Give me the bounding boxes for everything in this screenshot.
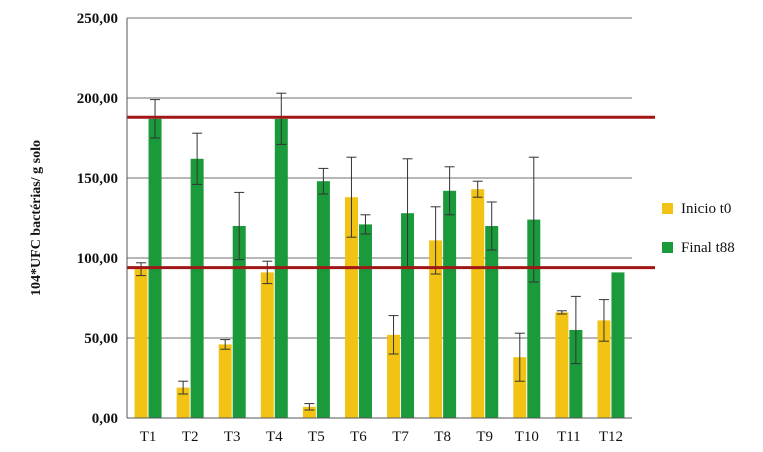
error-bar bbox=[444, 166, 455, 216]
x-tick-label: T4 bbox=[266, 429, 283, 445]
x-tick-label: T7 bbox=[392, 429, 409, 445]
legend: Inicio t0 Final t88 bbox=[662, 201, 735, 256]
x-tick-label: T6 bbox=[350, 429, 367, 445]
bar-final-t88 bbox=[358, 224, 372, 418]
x-tick-label: T12 bbox=[599, 429, 623, 445]
bar-inicio-t0 bbox=[302, 406, 316, 418]
y-tick-label: 0,00 bbox=[92, 411, 118, 427]
error-bar bbox=[388, 315, 399, 355]
bar-inicio-t0 bbox=[429, 240, 443, 418]
bars bbox=[134, 118, 625, 419]
error-bar bbox=[472, 180, 483, 198]
error-bar bbox=[136, 262, 147, 277]
bar-final-t88 bbox=[190, 158, 204, 419]
error-bar bbox=[570, 295, 581, 365]
error-bar bbox=[276, 92, 287, 145]
error-bar bbox=[598, 299, 609, 342]
x-tick-label: T2 bbox=[182, 429, 199, 445]
x-tick-label: T3 bbox=[224, 429, 241, 445]
error-bar bbox=[178, 380, 189, 395]
bar-inicio-t0 bbox=[134, 269, 148, 418]
error-bar bbox=[514, 332, 525, 382]
reference-lines bbox=[127, 115, 655, 270]
legend-swatch bbox=[662, 242, 673, 253]
legend-label: Inicio t0 bbox=[681, 201, 731, 217]
x-tick-label: T9 bbox=[476, 429, 493, 445]
bar-inicio-t0 bbox=[176, 387, 190, 418]
bar-inicio-t0 bbox=[387, 334, 401, 418]
x-axis-categories: T1 T2 T3 T4 T5 T6 T7 T8 T9 T10 T11 T12 bbox=[140, 429, 623, 445]
bar-inicio-t0 bbox=[218, 344, 232, 418]
bar-inicio-t0 bbox=[471, 189, 485, 418]
bar-inicio-t0 bbox=[513, 357, 527, 418]
error-bar bbox=[150, 99, 161, 139]
error-bar bbox=[262, 260, 273, 285]
x-tick-label: T11 bbox=[557, 429, 581, 445]
bar-final-t88 bbox=[316, 181, 330, 418]
y-tick-label: 200,00 bbox=[77, 91, 118, 107]
y-tick-label: 100,00 bbox=[77, 251, 118, 267]
bar-inicio-t0 bbox=[555, 312, 569, 418]
error-bar bbox=[192, 132, 203, 185]
error-bar bbox=[556, 310, 567, 315]
bar-final-t88 bbox=[443, 190, 457, 418]
error-bar bbox=[234, 191, 245, 261]
bar-final-t88 bbox=[232, 226, 246, 418]
error-bar bbox=[360, 214, 371, 235]
error-bar bbox=[318, 167, 329, 195]
y-tick-label: 250,00 bbox=[77, 11, 118, 27]
y-axis-label: 104*UFC bactérias/ g solo bbox=[29, 140, 44, 296]
bar-final-t88 bbox=[527, 219, 541, 418]
x-tick-label: T10 bbox=[515, 429, 539, 445]
bar-final-t88 bbox=[569, 330, 583, 418]
bar-inicio-t0 bbox=[260, 272, 274, 418]
grid-lines bbox=[127, 17, 632, 339]
bar-final-t88 bbox=[611, 272, 625, 418]
bar-final-t88 bbox=[401, 213, 415, 418]
y-tick-label: 150,00 bbox=[77, 171, 118, 187]
x-tick-label: T1 bbox=[140, 429, 157, 445]
x-tick-label: T8 bbox=[434, 429, 451, 445]
bar-inicio-t0 bbox=[597, 320, 611, 418]
error-bar bbox=[528, 156, 539, 283]
legend-label: Final t88 bbox=[681, 240, 735, 256]
legend-swatch bbox=[662, 203, 673, 214]
bar-final-t88 bbox=[485, 226, 499, 418]
error-bars bbox=[136, 92, 609, 411]
x-tick-label: T5 bbox=[308, 429, 325, 445]
error-bar bbox=[486, 201, 497, 251]
error-bar bbox=[304, 403, 315, 411]
y-axis-ticks: 0,00 50,00 100,00 150,00 200,00 250,00 bbox=[77, 11, 118, 427]
bar-inicio-t0 bbox=[344, 197, 358, 418]
y-tick-label: 50,00 bbox=[84, 331, 118, 347]
error-bar bbox=[430, 206, 441, 275]
error-bar bbox=[346, 156, 357, 238]
error-bar bbox=[220, 339, 231, 350]
